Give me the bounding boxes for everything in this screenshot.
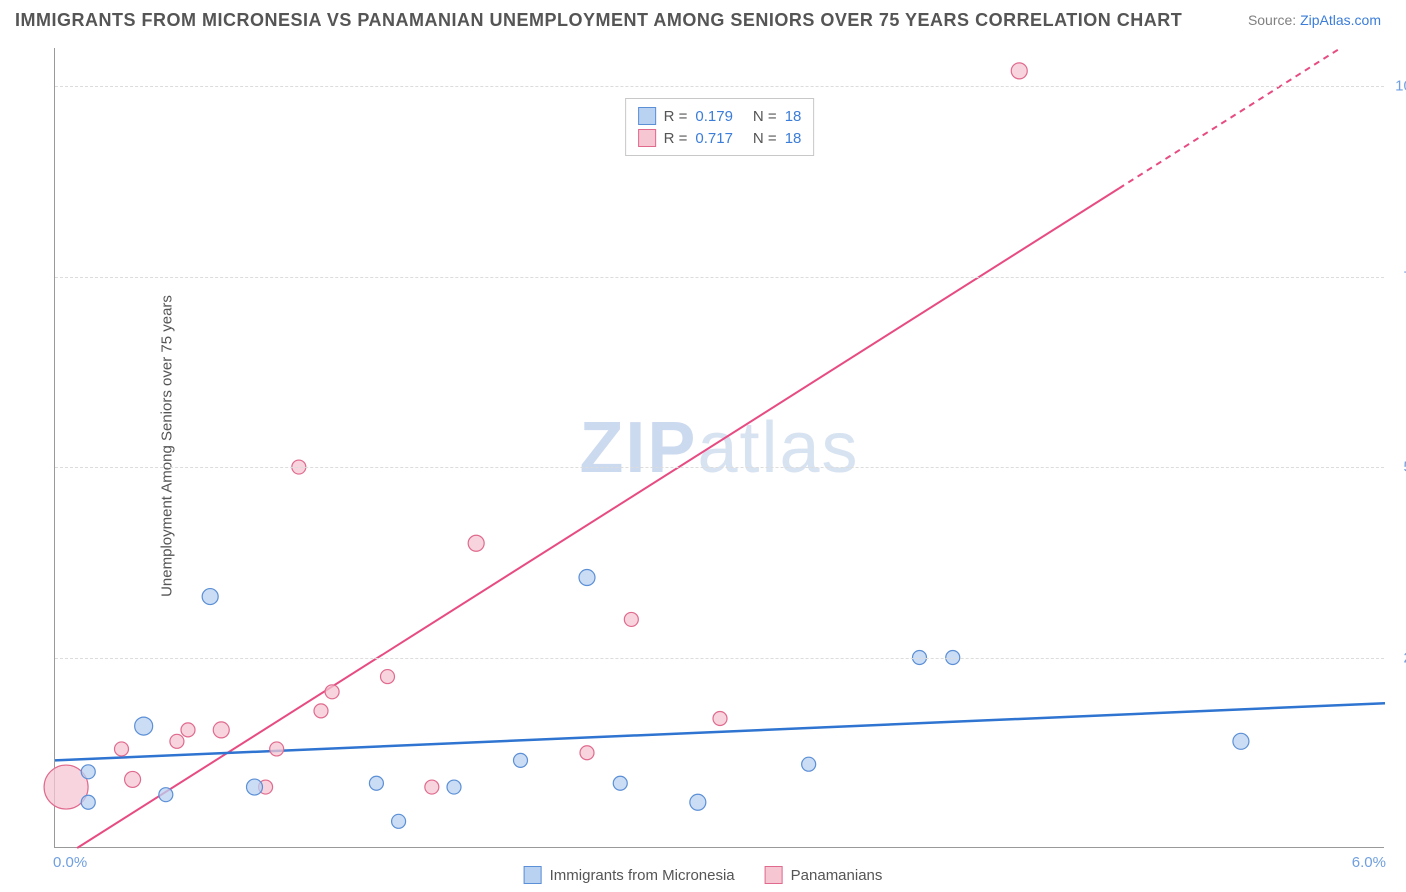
x-max-label: 6.0% xyxy=(1352,854,1386,871)
n-label: N = xyxy=(753,108,777,125)
grid-line xyxy=(55,467,1384,468)
r-label: R = xyxy=(664,108,688,125)
legend-series: Immigrants from Micronesia Panamanians xyxy=(524,866,883,884)
legend-series-label: Immigrants from Micronesia xyxy=(550,867,735,884)
legend-correlation: R = 0.179 N = 18 R = 0.717 N = 18 xyxy=(625,98,815,156)
source-attribution: Source: ZipAtlas.com xyxy=(1248,12,1381,28)
chart-container: IMMIGRANTS FROM MICRONESIA VS PANAMANIAN… xyxy=(0,0,1406,892)
r-value: 0.717 xyxy=(695,130,733,147)
x-min-label: 0.0% xyxy=(53,854,87,871)
plot-area: ZIPatlas 0.0% 6.0% R =0.179N =18R =0.717… xyxy=(54,48,1384,848)
legend-series-label: Panamanians xyxy=(791,867,883,884)
source-link[interactable]: ZipAtlas.com xyxy=(1300,12,1381,28)
chart-svg xyxy=(55,48,1384,847)
legend-series-item: Immigrants from Micronesia xyxy=(524,866,735,884)
legend-correlation-row: R = 0.717 N = 18 xyxy=(638,127,802,149)
legend-swatch xyxy=(638,129,656,147)
n-label: N = xyxy=(753,130,777,147)
n-value: 18 xyxy=(785,108,802,125)
r-value: 0.179 xyxy=(695,108,733,125)
chart-title: IMMIGRANTS FROM MICRONESIA VS PANAMANIAN… xyxy=(15,10,1182,31)
legend-series-item: Panamanians xyxy=(765,866,883,884)
grid-line xyxy=(55,658,1384,659)
legend-swatch xyxy=(765,866,783,884)
legend-correlation-row: R = 0.179 N = 18 xyxy=(638,105,802,127)
source-label: Source: xyxy=(1248,12,1300,28)
n-value: 18 xyxy=(785,130,802,147)
legend-swatch xyxy=(524,866,542,884)
grid-line xyxy=(55,86,1384,87)
grid-line xyxy=(55,277,1384,278)
r-label: R = xyxy=(664,130,688,147)
y-tick-label: 100.0% xyxy=(1395,78,1406,95)
legend-swatch xyxy=(638,107,656,125)
